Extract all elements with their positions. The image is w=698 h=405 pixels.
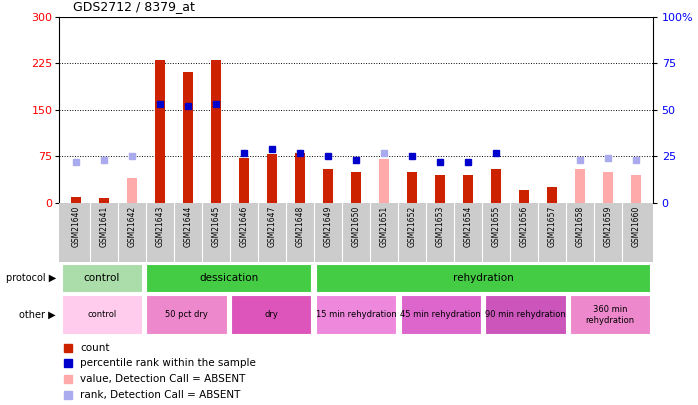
Bar bbox=[401, 295, 481, 335]
Text: GSM21657: GSM21657 bbox=[547, 206, 556, 247]
Text: GSM21644: GSM21644 bbox=[184, 206, 193, 247]
Bar bbox=[378, 160, 389, 203]
Text: GSM21650: GSM21650 bbox=[352, 206, 360, 247]
Text: GSM21651: GSM21651 bbox=[380, 206, 389, 247]
Text: GDS2712 / 8379_at: GDS2712 / 8379_at bbox=[73, 0, 195, 13]
Bar bbox=[485, 295, 565, 335]
Text: GSM21656: GSM21656 bbox=[519, 206, 528, 247]
Bar bbox=[547, 188, 557, 203]
Text: value, Detection Call = ABSENT: value, Detection Call = ABSENT bbox=[80, 374, 246, 384]
Bar bbox=[463, 175, 473, 203]
Bar bbox=[239, 158, 249, 203]
Text: control: control bbox=[84, 273, 120, 283]
Bar bbox=[183, 72, 193, 203]
Text: GSM21647: GSM21647 bbox=[267, 206, 276, 247]
Bar bbox=[61, 264, 142, 292]
Bar bbox=[570, 295, 651, 335]
Bar bbox=[407, 172, 417, 203]
Text: GSM21648: GSM21648 bbox=[295, 206, 304, 247]
Bar bbox=[99, 198, 110, 203]
Text: GSM21640: GSM21640 bbox=[72, 206, 81, 247]
Text: GSM21645: GSM21645 bbox=[211, 206, 221, 247]
Bar bbox=[322, 169, 334, 203]
Text: dry: dry bbox=[265, 310, 279, 320]
Bar bbox=[70, 197, 82, 203]
Bar bbox=[435, 175, 445, 203]
Bar bbox=[155, 60, 165, 203]
Text: rank, Detection Call = ABSENT: rank, Detection Call = ABSENT bbox=[80, 390, 241, 400]
Text: GSM21660: GSM21660 bbox=[631, 206, 640, 247]
Bar bbox=[295, 153, 305, 203]
Text: GSM21642: GSM21642 bbox=[128, 206, 137, 247]
Text: rehydration: rehydration bbox=[453, 273, 514, 283]
Text: GSM21654: GSM21654 bbox=[463, 206, 473, 247]
Text: 360 min
rehydration: 360 min rehydration bbox=[586, 305, 634, 324]
Text: GSM21641: GSM21641 bbox=[100, 206, 109, 247]
Bar bbox=[211, 60, 221, 203]
Text: 50 pct dry: 50 pct dry bbox=[165, 310, 208, 320]
Bar bbox=[350, 172, 362, 203]
Text: GSM21655: GSM21655 bbox=[491, 206, 500, 247]
Bar bbox=[316, 264, 651, 292]
Text: GSM21649: GSM21649 bbox=[323, 206, 332, 247]
Bar bbox=[630, 175, 641, 203]
Bar bbox=[519, 190, 529, 203]
Text: 15 min rehydration: 15 min rehydration bbox=[315, 310, 396, 320]
Bar bbox=[127, 178, 138, 203]
Text: protocol ▶: protocol ▶ bbox=[6, 273, 56, 283]
Text: GSM21643: GSM21643 bbox=[156, 206, 165, 247]
Bar bbox=[574, 169, 585, 203]
Text: dessication: dessication bbox=[199, 273, 258, 283]
Bar bbox=[267, 154, 277, 203]
Bar bbox=[61, 295, 142, 335]
Bar bbox=[231, 295, 311, 335]
Bar bbox=[147, 264, 311, 292]
Bar bbox=[491, 169, 501, 203]
Text: control: control bbox=[87, 310, 117, 320]
Bar bbox=[316, 295, 396, 335]
Text: GSM21652: GSM21652 bbox=[408, 206, 417, 247]
Text: 45 min rehydration: 45 min rehydration bbox=[401, 310, 481, 320]
Bar bbox=[147, 295, 227, 335]
Text: GSM21659: GSM21659 bbox=[603, 206, 612, 247]
Text: other ▶: other ▶ bbox=[20, 310, 56, 320]
Text: 90 min rehydration: 90 min rehydration bbox=[485, 310, 566, 320]
Bar bbox=[602, 172, 613, 203]
Text: GSM21658: GSM21658 bbox=[575, 206, 584, 247]
Text: count: count bbox=[80, 343, 110, 353]
Text: GSM21653: GSM21653 bbox=[436, 206, 445, 247]
Text: GSM21646: GSM21646 bbox=[239, 206, 248, 247]
Text: percentile rank within the sample: percentile rank within the sample bbox=[80, 358, 256, 368]
